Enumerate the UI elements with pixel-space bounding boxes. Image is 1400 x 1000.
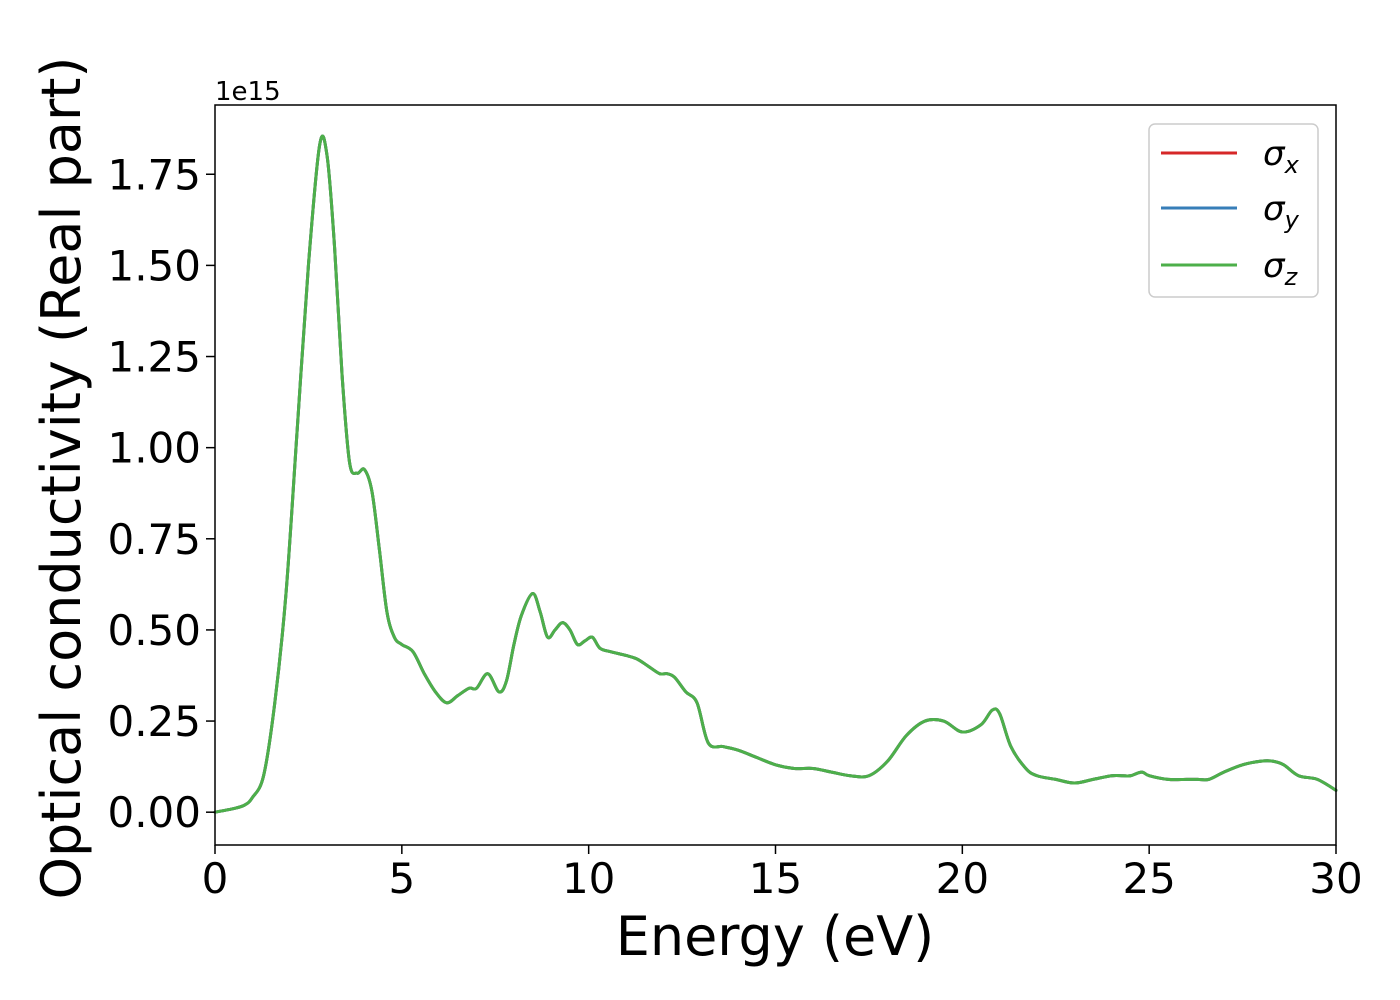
x-tick-label: 20 bbox=[936, 854, 989, 903]
legend-box bbox=[1148, 123, 1319, 298]
y-axis-label: Optical conductivity (Real part) bbox=[30, 57, 93, 900]
x-tick-label: 10 bbox=[562, 854, 615, 903]
series-line-sigma-z bbox=[213, 134, 1338, 814]
series-layer bbox=[213, 134, 1338, 814]
y-tick-label: 0.25 bbox=[107, 697, 201, 746]
x-tick-label: 0 bbox=[202, 854, 229, 903]
legend-label: σz bbox=[1263, 246, 1299, 291]
y-tick-label: 0.00 bbox=[107, 788, 201, 837]
x-tick-label: 30 bbox=[1309, 854, 1362, 903]
x-axis-label: Energy (eV) bbox=[616, 905, 935, 968]
x-tick-label: 5 bbox=[388, 854, 415, 903]
y-tick-label: 1.50 bbox=[107, 241, 201, 290]
legend-label: σx bbox=[1263, 134, 1300, 179]
y-tick-label: 1.75 bbox=[107, 150, 201, 199]
y-tick-label: 0.75 bbox=[107, 515, 201, 564]
y-tick-label: 1.00 bbox=[107, 424, 201, 473]
legend-label: σy bbox=[1263, 189, 1300, 234]
y-tick-label: 1.25 bbox=[107, 333, 201, 382]
y-axis-ticks: 0.00 0.25 0.50 0.75 1.00 1.25 1.50 1.75 bbox=[107, 150, 215, 837]
x-axis-ticks: 0 5 10 15 20 25 30 bbox=[202, 845, 1363, 903]
legend: σx σy σz bbox=[1148, 123, 1319, 298]
y-tick-label: 0.50 bbox=[107, 606, 201, 655]
y-offset-label: 1e15 bbox=[215, 77, 281, 107]
x-tick-label: 15 bbox=[749, 854, 802, 903]
x-tick-label: 25 bbox=[1122, 854, 1175, 903]
